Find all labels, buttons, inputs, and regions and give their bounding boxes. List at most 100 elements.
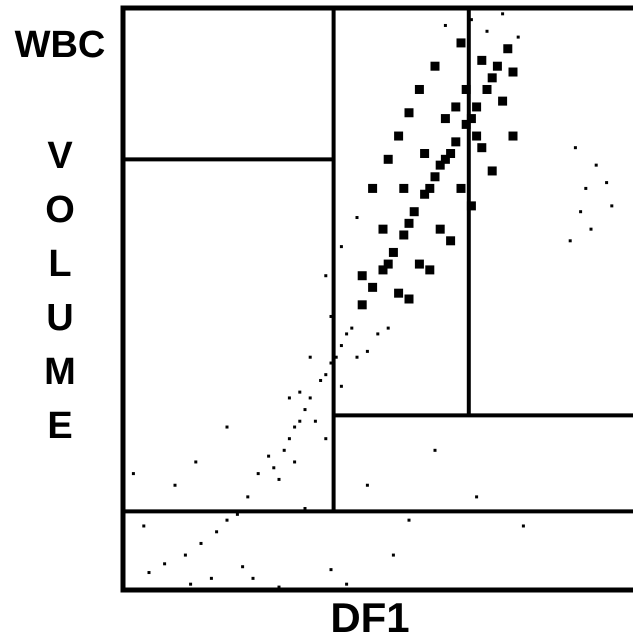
data-point [425, 183, 435, 193]
data-point [147, 571, 151, 575]
data-point [508, 131, 518, 141]
data-point [246, 495, 250, 499]
data-point [339, 384, 343, 388]
data-point [477, 55, 487, 65]
data-point [516, 35, 520, 39]
data-point [440, 114, 450, 124]
data-point [339, 344, 343, 348]
data-point [131, 472, 135, 476]
data-point [272, 466, 276, 470]
data-point [282, 448, 286, 452]
data-point [345, 582, 349, 586]
data-point [388, 247, 398, 257]
data-point [324, 437, 328, 441]
data-point [287, 396, 291, 400]
data-point [378, 224, 388, 234]
data-point [287, 437, 291, 441]
data-point [414, 84, 424, 94]
data-point [409, 207, 419, 217]
data-point [456, 183, 466, 193]
data-point [492, 61, 502, 71]
chart-title: WBC [15, 24, 106, 66]
y-axis-label-letter: U [46, 297, 73, 339]
data-point [365, 349, 369, 353]
data-point [475, 495, 479, 499]
data-point [209, 576, 213, 580]
data-point [350, 413, 354, 417]
data-point [472, 102, 482, 112]
data-point [430, 172, 440, 182]
data-point [267, 454, 271, 458]
data-point [394, 131, 404, 141]
data-point [404, 218, 414, 228]
y-axis-label-letter: L [48, 243, 71, 285]
data-point [477, 143, 487, 153]
data-point [451, 102, 461, 112]
data-point [420, 149, 430, 158]
data-point [399, 183, 409, 193]
data-point [350, 326, 354, 330]
data-point [357, 300, 367, 310]
data-point [324, 373, 328, 377]
data-point [313, 419, 317, 423]
data-point [376, 332, 380, 336]
data-point [399, 230, 409, 240]
data-point [391, 553, 395, 557]
data-point [355, 355, 359, 359]
y-axis-label-letter: M [44, 351, 76, 393]
data-point [383, 259, 393, 269]
data-point [487, 73, 497, 83]
data-point [407, 518, 411, 522]
data-point [199, 541, 203, 545]
data-point [319, 378, 323, 382]
data-point [345, 332, 349, 336]
data-point [420, 189, 430, 199]
data-point [298, 390, 302, 394]
data-point [173, 483, 177, 487]
data-point [293, 425, 297, 429]
data-point [183, 553, 187, 557]
data-point [293, 460, 297, 464]
data-point [324, 274, 328, 278]
data-point [430, 61, 440, 71]
data-point [142, 524, 146, 528]
data-point [383, 154, 393, 164]
data-point [501, 12, 505, 16]
data-point [480, 6, 484, 10]
data-point [472, 131, 482, 141]
y-axis-label-letter: V [47, 135, 73, 177]
data-point [451, 137, 461, 147]
data-point [298, 419, 302, 423]
data-point [435, 160, 445, 170]
data-point [573, 146, 577, 150]
data-point [404, 294, 414, 304]
data-point [163, 562, 167, 566]
data-point [485, 29, 489, 33]
data-point [329, 361, 333, 365]
data-point [355, 216, 359, 220]
data-point [461, 119, 471, 129]
data-point [589, 227, 593, 231]
data-point [368, 183, 378, 193]
data-point [394, 288, 404, 298]
data-point [215, 530, 219, 534]
data-point [446, 236, 456, 246]
data-point [610, 204, 614, 208]
data-point [235, 512, 239, 516]
data-point [189, 582, 193, 586]
data-point [339, 245, 343, 249]
data-point [225, 518, 229, 522]
data-point [329, 314, 333, 318]
data-point [435, 224, 445, 234]
x-axis-label: DF1 [330, 594, 409, 636]
data-point [469, 18, 473, 22]
data-point [308, 355, 312, 359]
data-point [303, 507, 307, 511]
data-point [466, 114, 476, 124]
data-point [461, 84, 471, 94]
data-point [440, 154, 450, 164]
data-point [277, 585, 281, 589]
plot-frame [120, 5, 633, 593]
